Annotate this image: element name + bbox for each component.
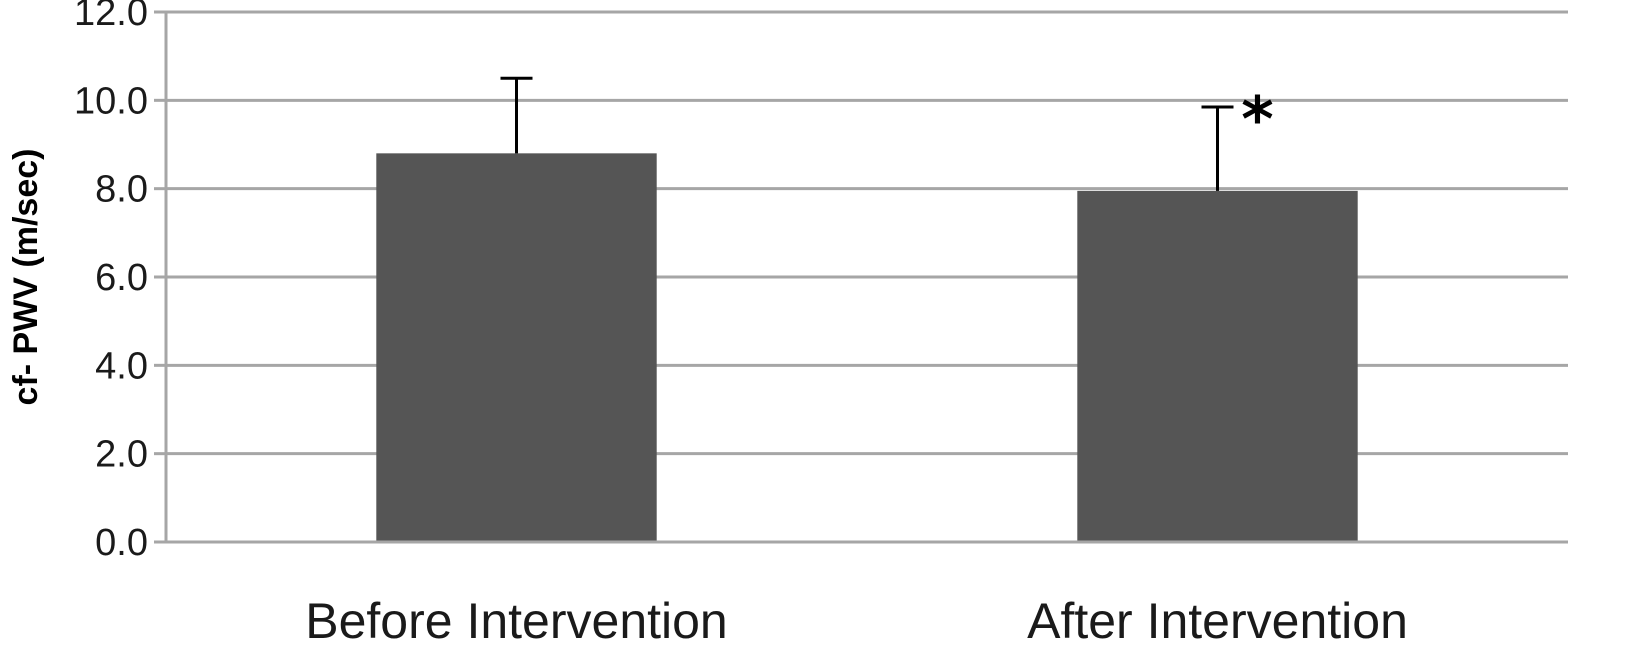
- bar: [376, 153, 657, 543]
- y-tick-label: 10.0: [74, 80, 148, 122]
- error-bars: [500, 76, 1234, 191]
- y-tick-label: 6.0: [95, 257, 148, 299]
- y-tick-label: 8.0: [95, 169, 148, 211]
- y-axis-title: cf- PWV (m/sec): [7, 149, 45, 406]
- y-tick-label: 4.0: [95, 345, 148, 387]
- axes: [154, 10, 1568, 544]
- y-tick-label: 2.0: [95, 434, 148, 476]
- significance-asterisk: *: [1241, 83, 1273, 156]
- bars: [376, 153, 1358, 543]
- y-tick-label: 0.0: [95, 522, 148, 564]
- bar: [1077, 190, 1358, 542]
- x-category-label: Before Intervention: [305, 593, 728, 649]
- x-category-label: After Intervention: [1027, 593, 1408, 649]
- y-tick-label: 12.0: [74, 0, 148, 34]
- labels: 0.0 2.0 4.0 6.0 8.0 10.0 12.0 Before Interventi…: [74, 0, 1408, 649]
